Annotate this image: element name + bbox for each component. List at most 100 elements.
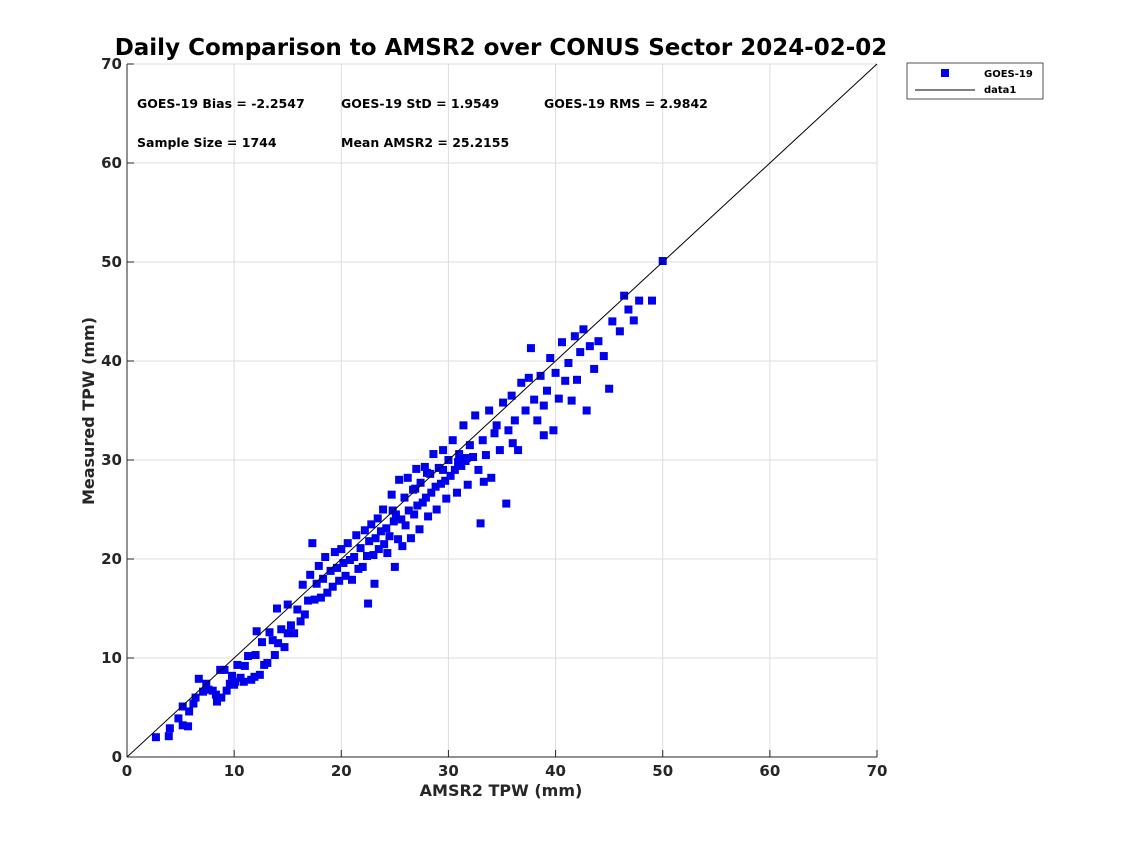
data-point[interactable]	[258, 638, 266, 647]
data-point[interactable]	[199, 687, 208, 696]
data-point[interactable]	[178, 721, 187, 730]
data-point[interactable]	[476, 519, 485, 528]
data-point[interactable]	[546, 354, 555, 363]
data-point[interactable]	[326, 566, 335, 575]
data-point[interactable]	[582, 406, 591, 415]
data-point[interactable]	[354, 564, 363, 573]
data-point[interactable]	[423, 468, 431, 477]
data-point[interactable]	[567, 396, 576, 405]
data-point[interactable]	[471, 411, 480, 420]
data-point[interactable]	[462, 454, 471, 463]
data-point[interactable]	[474, 465, 483, 474]
data-point[interactable]	[250, 672, 259, 681]
data-point[interactable]	[323, 588, 332, 597]
data-point[interactable]	[439, 446, 448, 455]
data-point[interactable]	[222, 686, 231, 695]
data-point[interactable]	[263, 658, 272, 667]
data-point[interactable]	[255, 670, 264, 679]
data-point[interactable]	[319, 574, 328, 583]
data-point[interactable]	[404, 506, 413, 515]
data-point[interactable]	[479, 477, 488, 486]
data-point[interactable]	[481, 451, 490, 460]
data-point[interactable]	[394, 535, 403, 544]
data-point[interactable]	[151, 733, 160, 742]
data-point[interactable]	[530, 395, 539, 404]
data-point[interactable]	[395, 475, 404, 484]
data-point[interactable]	[510, 416, 519, 425]
data-point[interactable]	[441, 476, 450, 485]
data-point[interactable]	[514, 446, 523, 455]
data-point[interactable]	[453, 488, 461, 497]
data-point[interactable]	[478, 436, 487, 445]
data-point[interactable]	[367, 520, 376, 529]
data-point[interactable]	[379, 505, 388, 514]
data-point[interactable]	[431, 482, 440, 491]
data-point[interactable]	[240, 661, 249, 670]
data-point[interactable]	[539, 401, 548, 410]
data-point[interactable]	[463, 480, 472, 489]
data-point[interactable]	[410, 510, 419, 519]
data-point[interactable]	[225, 679, 234, 688]
data-point[interactable]	[369, 551, 378, 560]
data-point[interactable]	[385, 532, 394, 541]
data-point[interactable]	[333, 563, 341, 572]
data-point[interactable]	[308, 539, 317, 548]
data-point[interactable]	[599, 352, 608, 361]
data-point[interactable]	[290, 629, 299, 638]
data-point[interactable]	[164, 732, 173, 741]
data-point[interactable]	[363, 552, 371, 561]
data-point[interactable]	[579, 325, 588, 334]
data-point[interactable]	[380, 540, 389, 549]
data-point[interactable]	[415, 525, 424, 534]
data-point[interactable]	[590, 364, 599, 373]
data-point[interactable]	[283, 629, 292, 638]
data-point[interactable]	[424, 512, 433, 521]
data-point[interactable]	[231, 677, 240, 686]
data-point[interactable]	[314, 561, 323, 570]
data-point[interactable]	[304, 596, 313, 605]
data-point[interactable]	[174, 714, 183, 723]
data-point[interactable]	[337, 545, 346, 554]
data-point[interactable]	[360, 526, 369, 535]
data-point[interactable]	[539, 431, 548, 440]
data-point[interactable]	[270, 651, 279, 660]
data-point[interactable]	[204, 685, 213, 694]
data-point[interactable]	[211, 690, 220, 699]
data-point[interactable]	[406, 534, 415, 543]
data-point[interactable]	[442, 494, 451, 503]
data-point[interactable]	[570, 332, 579, 341]
data-point[interactable]	[536, 371, 545, 380]
data-point[interactable]	[350, 553, 359, 562]
data-point[interactable]	[364, 599, 373, 608]
data-point[interactable]	[554, 394, 563, 403]
data-point[interactable]	[252, 627, 261, 636]
data-point[interactable]	[499, 398, 508, 407]
data-point[interactable]	[298, 580, 307, 589]
data-point[interactable]	[629, 316, 638, 325]
data-point[interactable]	[283, 600, 292, 609]
data-point[interactable]	[358, 562, 367, 571]
data-point[interactable]	[413, 501, 422, 510]
data-point[interactable]	[504, 426, 513, 435]
data-point[interactable]	[469, 453, 478, 462]
data-point[interactable]	[454, 457, 463, 466]
data-point[interactable]	[268, 636, 277, 645]
data-point[interactable]	[390, 562, 399, 571]
data-point[interactable]	[436, 479, 445, 488]
data-point[interactable]	[365, 537, 374, 546]
data-point[interactable]	[244, 652, 253, 661]
data-point[interactable]	[388, 506, 397, 515]
data-point[interactable]	[411, 484, 420, 493]
data-point[interactable]	[343, 539, 352, 548]
data-point[interactable]	[429, 450, 438, 459]
data-point[interactable]	[233, 660, 242, 669]
data-point[interactable]	[371, 534, 380, 543]
data-point[interactable]	[432, 505, 441, 514]
data-point[interactable]	[312, 579, 321, 588]
data-point[interactable]	[191, 693, 200, 702]
data-point[interactable]	[228, 671, 236, 680]
data-point[interactable]	[239, 677, 248, 686]
data-point[interactable]	[189, 699, 198, 708]
data-point[interactable]	[507, 391, 516, 400]
data-point[interactable]	[310, 595, 319, 604]
